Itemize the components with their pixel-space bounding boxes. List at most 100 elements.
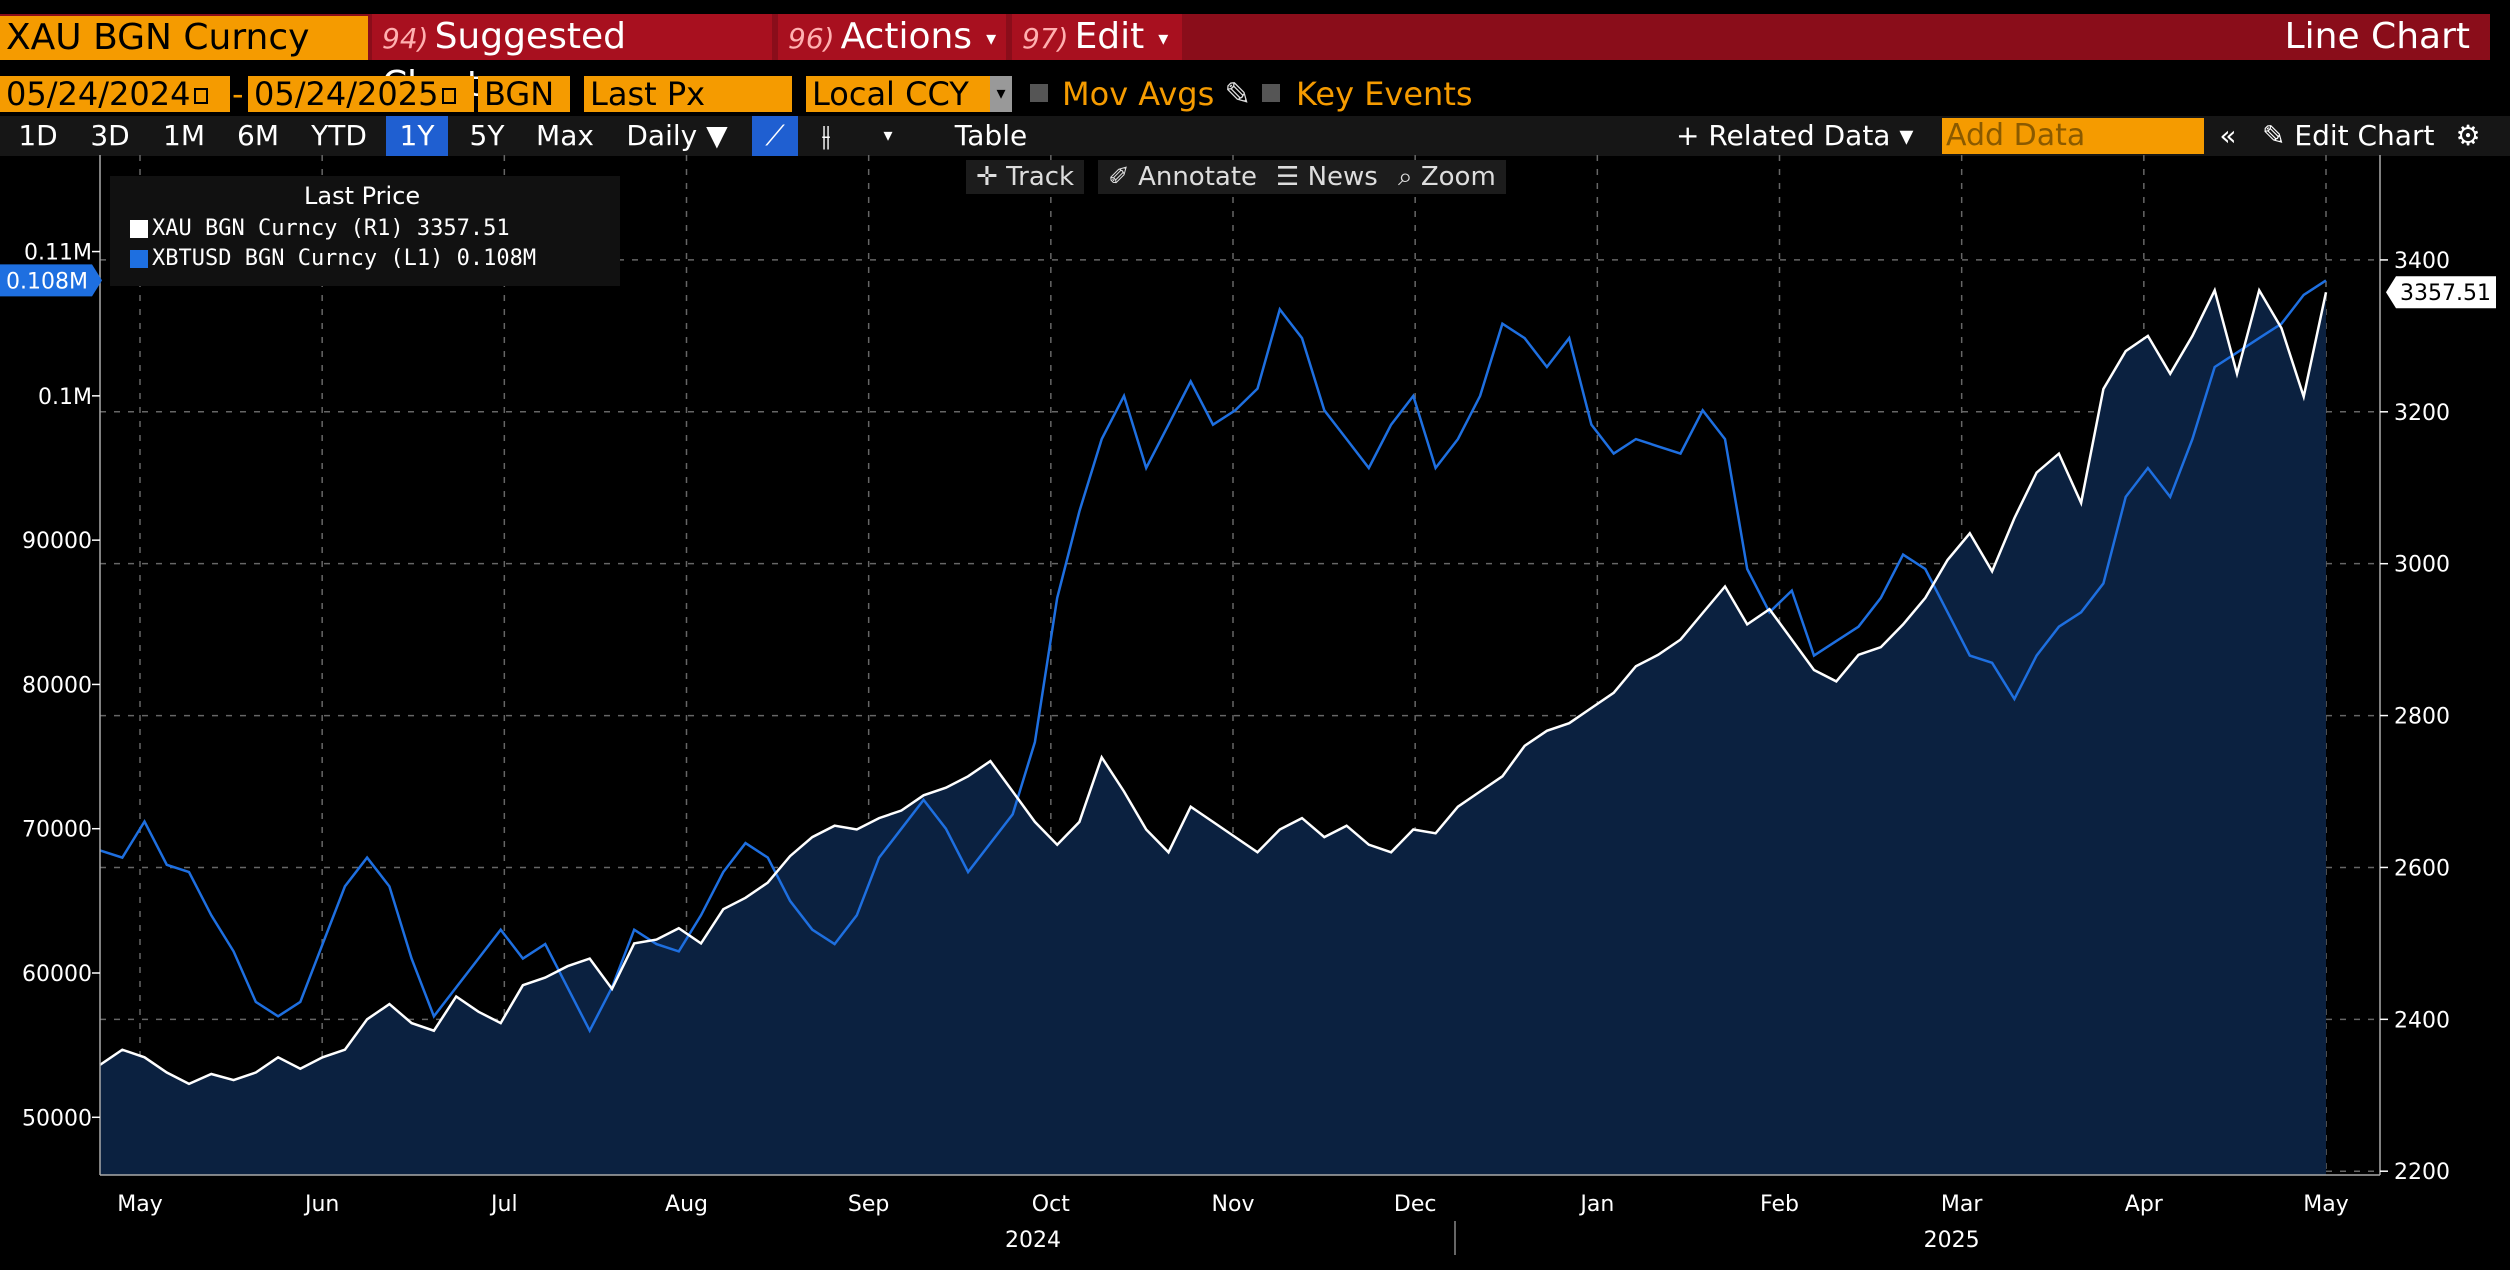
actions-number: 96) bbox=[788, 22, 835, 55]
key-events-label[interactable]: Key Events bbox=[1296, 75, 1473, 113]
right-tick-label: 2800 bbox=[2394, 705, 2450, 730]
start-date-field[interactable]: 05/24/2024 bbox=[0, 76, 230, 112]
x-tick-label: Nov bbox=[1212, 1192, 1255, 1217]
btc-series-line bbox=[99, 279, 2327, 1034]
gold-last-value-label: 3357.51 bbox=[2400, 281, 2491, 306]
gear-icon[interactable]: ⚙ bbox=[2455, 119, 2481, 152]
table-button[interactable]: Table bbox=[954, 119, 1028, 152]
currency-select[interactable]: Local CCY ▾ bbox=[806, 76, 1012, 112]
price-field-select[interactable]: Last Px bbox=[584, 76, 792, 112]
left-tick-label: 0.11M bbox=[24, 241, 92, 266]
related-data-button[interactable]: + Related Data ▾ bbox=[1676, 119, 1914, 152]
x-tick-label: May bbox=[117, 1192, 162, 1217]
mov-avgs-checkbox[interactable] bbox=[1030, 84, 1048, 102]
bar-chart-icon[interactable]: ⫲ bbox=[821, 119, 831, 152]
range-6m-button[interactable]: 6M bbox=[237, 119, 279, 152]
range-max-button[interactable]: Max bbox=[536, 119, 594, 152]
collapse-icon[interactable]: « bbox=[2219, 119, 2237, 152]
range-3d-button[interactable]: 3D bbox=[90, 119, 130, 152]
range-5y-button[interactable]: 5Y bbox=[469, 119, 505, 152]
gold-last-value-tag bbox=[2386, 276, 2496, 309]
chart-legend: Last Price XAU BGN Curncy (R1) 3357.51 X… bbox=[110, 176, 620, 286]
left-tick-label: 90000 bbox=[22, 529, 92, 554]
range-ytd-button[interactable]: YTD bbox=[311, 119, 367, 152]
date-separator: - bbox=[232, 75, 244, 113]
legend-swatch-blue bbox=[130, 250, 148, 268]
gold-area-fill bbox=[100, 290, 2326, 1175]
end-date-value: 05/24/2025 bbox=[254, 75, 439, 113]
actions-label: Actions bbox=[840, 16, 973, 57]
x-tick-label: Feb bbox=[1760, 1192, 1799, 1217]
x-tick-label: Apr bbox=[2125, 1192, 2164, 1217]
legend-xau-label: XAU BGN Curncy (R1) 3357.51 bbox=[152, 216, 510, 241]
currency-value: Local CCY bbox=[812, 75, 969, 113]
gold-series-line bbox=[99, 286, 2328, 1086]
news-label: News bbox=[1307, 162, 1378, 192]
chevron-down-icon[interactable]: ▾ bbox=[990, 76, 1012, 112]
add-data-input[interactable]: Add Data bbox=[1942, 118, 2204, 154]
x-tick-label: Jul bbox=[489, 1192, 518, 1217]
chart-type-title: Line Chart bbox=[2284, 16, 2470, 57]
btc-last-value-label: 0.108M bbox=[6, 269, 88, 294]
zoom-tool[interactable]: ⌕ Zoom bbox=[1388, 160, 1506, 194]
right-tick-label: 2200 bbox=[2394, 1160, 2450, 1185]
x-tick-label: Dec bbox=[1394, 1192, 1437, 1217]
track-tool[interactable]: ✛ Track bbox=[966, 160, 1085, 194]
btc-last-value-tag bbox=[0, 264, 102, 297]
annotate-tool[interactable]: ✐ Annotate bbox=[1098, 160, 1268, 194]
actions-menu[interactable]: 96) Actions ▾ bbox=[778, 14, 1006, 60]
search-icon: ⌕ bbox=[1398, 162, 1413, 192]
legend-swatch-white bbox=[130, 220, 148, 238]
news-icon: ☰ bbox=[1276, 162, 1300, 192]
pricing-source-field[interactable]: BGN bbox=[478, 76, 570, 112]
calendar-icon[interactable] bbox=[194, 88, 209, 104]
chevron-down-icon: ▾ bbox=[986, 26, 997, 50]
edit-chart-button[interactable]: ✎ Edit Chart bbox=[2262, 116, 2434, 156]
edit-label: Edit bbox=[1074, 16, 1145, 57]
edit-menu[interactable]: 97) Edit ▾ bbox=[1012, 14, 1182, 60]
right-tick-label: 3000 bbox=[2394, 553, 2450, 578]
x-tick-label: Oct bbox=[1032, 1192, 1070, 1217]
chevron-down-icon: ▾ bbox=[1158, 26, 1169, 50]
x-tick-label: Mar bbox=[1941, 1192, 1983, 1217]
x-tick-label: May bbox=[2303, 1192, 2348, 1217]
key-events-checkbox[interactable] bbox=[1262, 84, 1280, 102]
mov-avgs-text: Mov Avgs bbox=[1062, 75, 1215, 113]
suggested-charts-menu[interactable]: 94)Suggested Charts▾ bbox=[372, 14, 772, 105]
legend-item-xbt[interactable]: XBTUSD BGN Curncy (L1) 0.108M bbox=[130, 246, 536, 271]
legend-item-xau[interactable]: XAU BGN Curncy (R1) 3357.51 bbox=[130, 216, 510, 241]
crosshair-icon: ✛ bbox=[976, 162, 998, 192]
line-chart-icon[interactable]: ⟋ bbox=[752, 116, 798, 156]
left-tick-label: 70000 bbox=[22, 818, 92, 843]
zoom-label: Zoom bbox=[1420, 162, 1496, 192]
left-tick-label: 60000 bbox=[22, 962, 92, 987]
chevron-down-icon[interactable]: ▾ bbox=[883, 125, 893, 146]
legend-title: Last Price bbox=[304, 182, 421, 210]
pencil-icon: ✎ bbox=[2262, 119, 2286, 152]
x-tick-label: Sep bbox=[848, 1192, 889, 1217]
start-date-value: 05/24/2024 bbox=[6, 75, 191, 113]
x-year-label: 2025 bbox=[1924, 1228, 1980, 1253]
mov-avgs-label[interactable]: Mov Avgs ✎ bbox=[1062, 76, 1251, 112]
right-tick-label: 3200 bbox=[2394, 401, 2450, 426]
security-ticker-field[interactable]: XAU BGN Curncy bbox=[0, 16, 368, 60]
legend-xbt-label: XBTUSD BGN Curncy (L1) 0.108M bbox=[152, 246, 537, 271]
pencil-icon: ✐ bbox=[1108, 162, 1130, 192]
left-tick-label: 50000 bbox=[22, 1106, 92, 1131]
periodicity-select[interactable]: Daily ▼ bbox=[626, 119, 728, 152]
calendar-icon[interactable] bbox=[442, 88, 457, 104]
pencil-icon[interactable]: ✎ bbox=[1224, 75, 1252, 113]
suggested-charts-number: 94) bbox=[382, 22, 429, 55]
range-1d-button[interactable]: 1D bbox=[18, 119, 58, 152]
news-tool[interactable]: ☰ News bbox=[1266, 160, 1388, 194]
x-tick-label: Jan bbox=[1578, 1192, 1614, 1217]
range-1y-button[interactable]: 1Y bbox=[386, 116, 448, 156]
x-tick-label: Aug bbox=[665, 1192, 708, 1217]
annotate-label: Annotate bbox=[1138, 162, 1258, 192]
end-date-field[interactable]: 05/24/2025 bbox=[248, 76, 474, 112]
right-tick-label: 3400 bbox=[2394, 249, 2450, 274]
range-1m-button[interactable]: 1M bbox=[163, 119, 205, 152]
right-tick-label: 2400 bbox=[2394, 1008, 2450, 1033]
right-tick-label: 2600 bbox=[2394, 856, 2450, 881]
